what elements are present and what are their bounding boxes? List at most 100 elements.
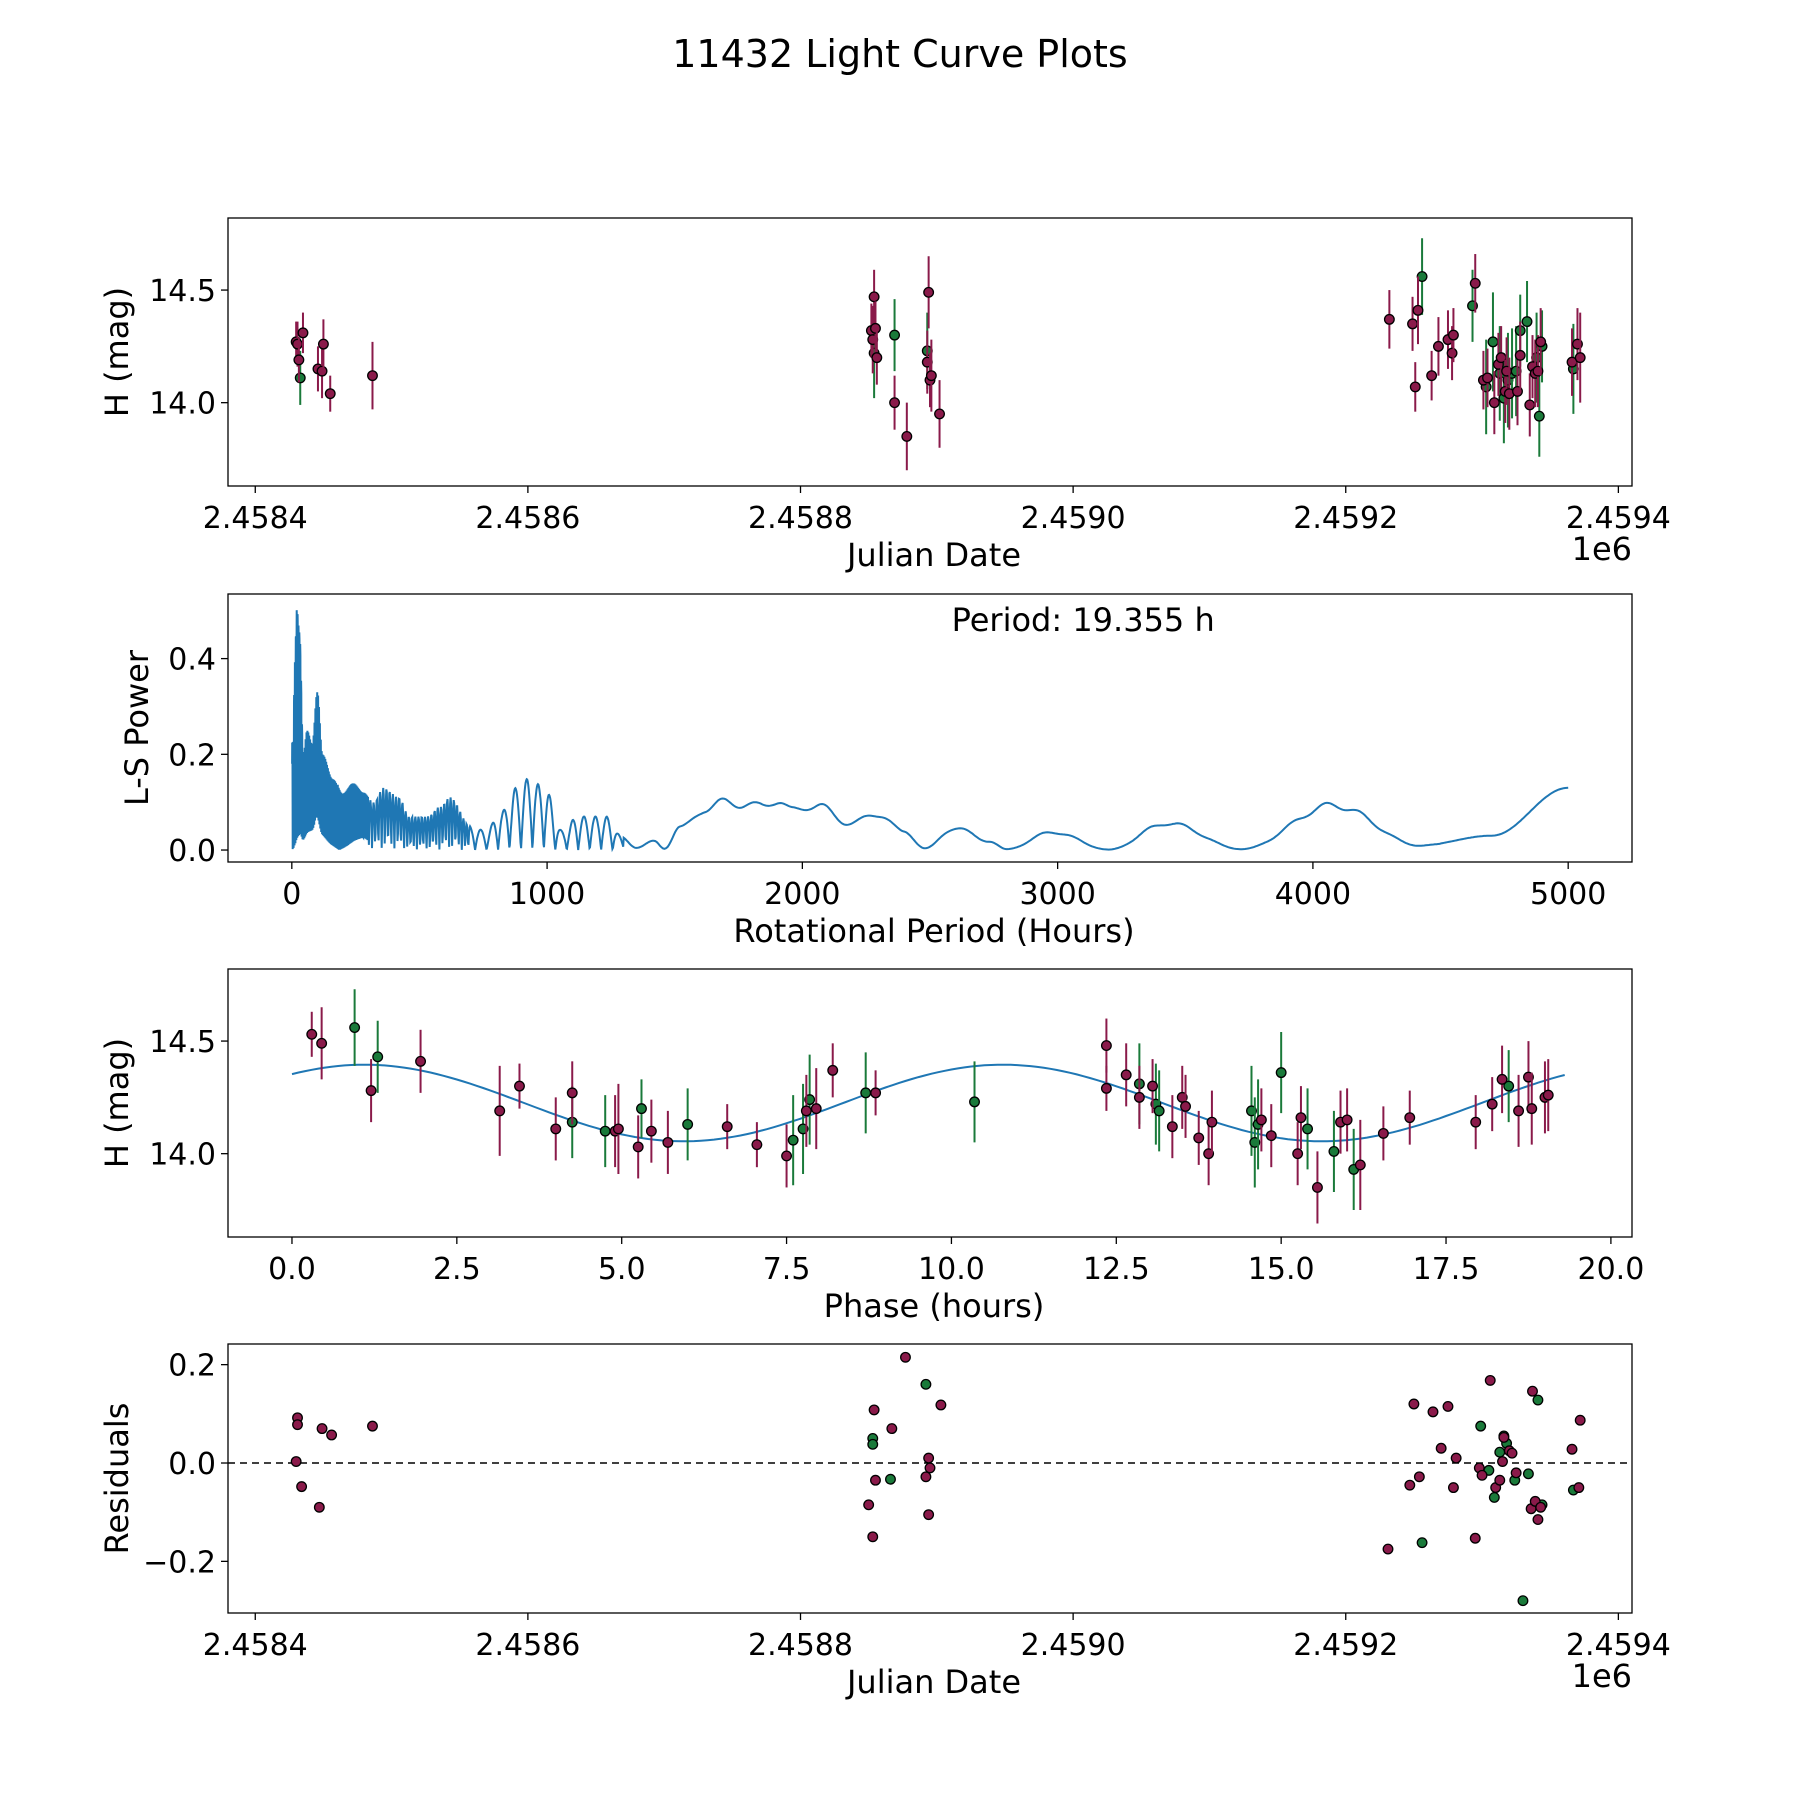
data-point: [1166, 1121, 1178, 1133]
data-point: [1446, 347, 1458, 359]
data-point: [296, 1481, 308, 1493]
data-point: [751, 1139, 763, 1151]
x-tick-label: 0.0: [268, 1252, 316, 1287]
x-tick-label: 2.4588: [748, 501, 853, 536]
data-point: [1180, 1100, 1191, 1112]
data-point: [721, 1121, 733, 1133]
data-point: [1382, 1543, 1394, 1555]
data-point: [550, 1123, 562, 1135]
data-point: [1524, 399, 1536, 411]
data-point: [1496, 1073, 1508, 1085]
y-tick-label: 0.0: [168, 834, 216, 869]
data-point: [1522, 1468, 1534, 1480]
x-tick-label: 2.4588: [748, 1628, 853, 1663]
data-point: [920, 1471, 932, 1483]
data-point: [1427, 1406, 1439, 1418]
data-point: [632, 1141, 644, 1153]
data-point: [1574, 1414, 1586, 1426]
data-point: [636, 1103, 647, 1115]
x-offset-label: 1e6: [1572, 1657, 1632, 1695]
data-point: [1526, 1103, 1538, 1115]
data-point: [1535, 1501, 1547, 1513]
data-point: [297, 327, 309, 339]
data-point: [1413, 1471, 1425, 1483]
data-point: [1133, 1091, 1145, 1103]
data-point: [1517, 1595, 1529, 1607]
panel-3: 0.0 2.5 5.0 7.5 10.0 12.5 15.0 17.5 20.0 14.0 14.5…: [98, 968, 1644, 1325]
data-point: [885, 1473, 896, 1485]
data-point: [1488, 397, 1500, 409]
x-tick-label: 2.4590: [1021, 501, 1126, 536]
data-point: [934, 408, 945, 420]
data-point: [863, 1499, 875, 1511]
plot-area: [291, 989, 1565, 1224]
data-point: [870, 1087, 882, 1099]
data-point: [1510, 1467, 1522, 1479]
data-point: [1506, 1447, 1518, 1459]
data-point: [923, 1509, 935, 1521]
data-point: [868, 1404, 880, 1416]
data-point: [1494, 1474, 1506, 1486]
y-tick-label: 14.5: [149, 274, 216, 309]
data-point: [1206, 1116, 1218, 1128]
data-point: [1341, 1114, 1353, 1126]
y-axis-label: H (mag): [98, 287, 136, 417]
data-point: [1377, 1127, 1389, 1139]
axes-frame: [227, 593, 1633, 863]
y-tick-label: 0.2: [168, 1349, 216, 1384]
x-tick-label: 4000: [1275, 877, 1351, 912]
data-point: [1513, 1105, 1525, 1117]
panel-2: 0 1000 2000 3000 4000 5000 0.0 0.2 0.4 Rotational…: [118, 593, 1633, 950]
data-point: [925, 370, 937, 382]
data-point: [372, 1051, 384, 1063]
x-tick-label: 2.4586: [475, 501, 580, 536]
data-point: [1533, 410, 1545, 422]
x-tick-label: 2.4584: [203, 501, 308, 536]
data-point: [1354, 1159, 1366, 1171]
x-tick-label: 2.4594: [1566, 501, 1671, 536]
x-axis-label: Julian Date: [845, 1663, 1021, 1701]
data-point: [810, 1103, 822, 1115]
y-tick-label: 0.4: [168, 643, 216, 678]
data-point: [860, 1087, 872, 1099]
data-point: [293, 354, 305, 366]
series-g: [294, 238, 1579, 457]
data-point: [1542, 1089, 1554, 1101]
data-point: [969, 1096, 980, 1108]
data-point: [1442, 1401, 1454, 1412]
x-tick-label: 2.4592: [1293, 501, 1398, 536]
data-point: [367, 370, 378, 382]
series-g: [867, 1378, 1579, 1607]
series-r: [290, 254, 1586, 471]
data-point: [1426, 370, 1438, 382]
data-point: [1295, 1112, 1307, 1124]
panel-4: 2.4584 2.4586 2.4588 2.4590 2.4592 2.4594 −0.2…: [98, 1343, 1671, 1701]
x-tick-label: 20.0: [1577, 1252, 1644, 1287]
data-point: [566, 1087, 578, 1099]
y-tick-label: 14.0: [149, 1138, 216, 1173]
data-point: [645, 1125, 657, 1137]
data-point: [1120, 1069, 1132, 1081]
y-axis-label: L-S Power: [118, 649, 156, 806]
data-point: [292, 1419, 303, 1431]
data-point: [1476, 1469, 1488, 1481]
data-point: [316, 365, 328, 377]
y-tick-label: 0.2: [168, 738, 216, 773]
data-point: [1302, 1123, 1313, 1135]
data-point: [662, 1136, 674, 1148]
data-point: [1488, 1491, 1500, 1503]
data-point: [1532, 1514, 1544, 1526]
data-point: [1255, 1114, 1267, 1126]
y-tick-label: 0.0: [168, 1447, 216, 1482]
data-point: [1494, 1446, 1506, 1458]
x-tick-label: 2.4586: [475, 1628, 580, 1663]
axes-frame: [227, 1343, 1633, 1614]
y-tick-label: −0.2: [143, 1545, 216, 1580]
data-point: [316, 1037, 328, 1049]
x-tick-label: 2.4592: [1293, 1628, 1398, 1663]
data-point: [1450, 1452, 1462, 1464]
x-tick-label: 5.0: [598, 1252, 646, 1287]
x-axis-label: Julian Date: [845, 536, 1021, 574]
y-axis-label: H (mag): [98, 1038, 136, 1168]
